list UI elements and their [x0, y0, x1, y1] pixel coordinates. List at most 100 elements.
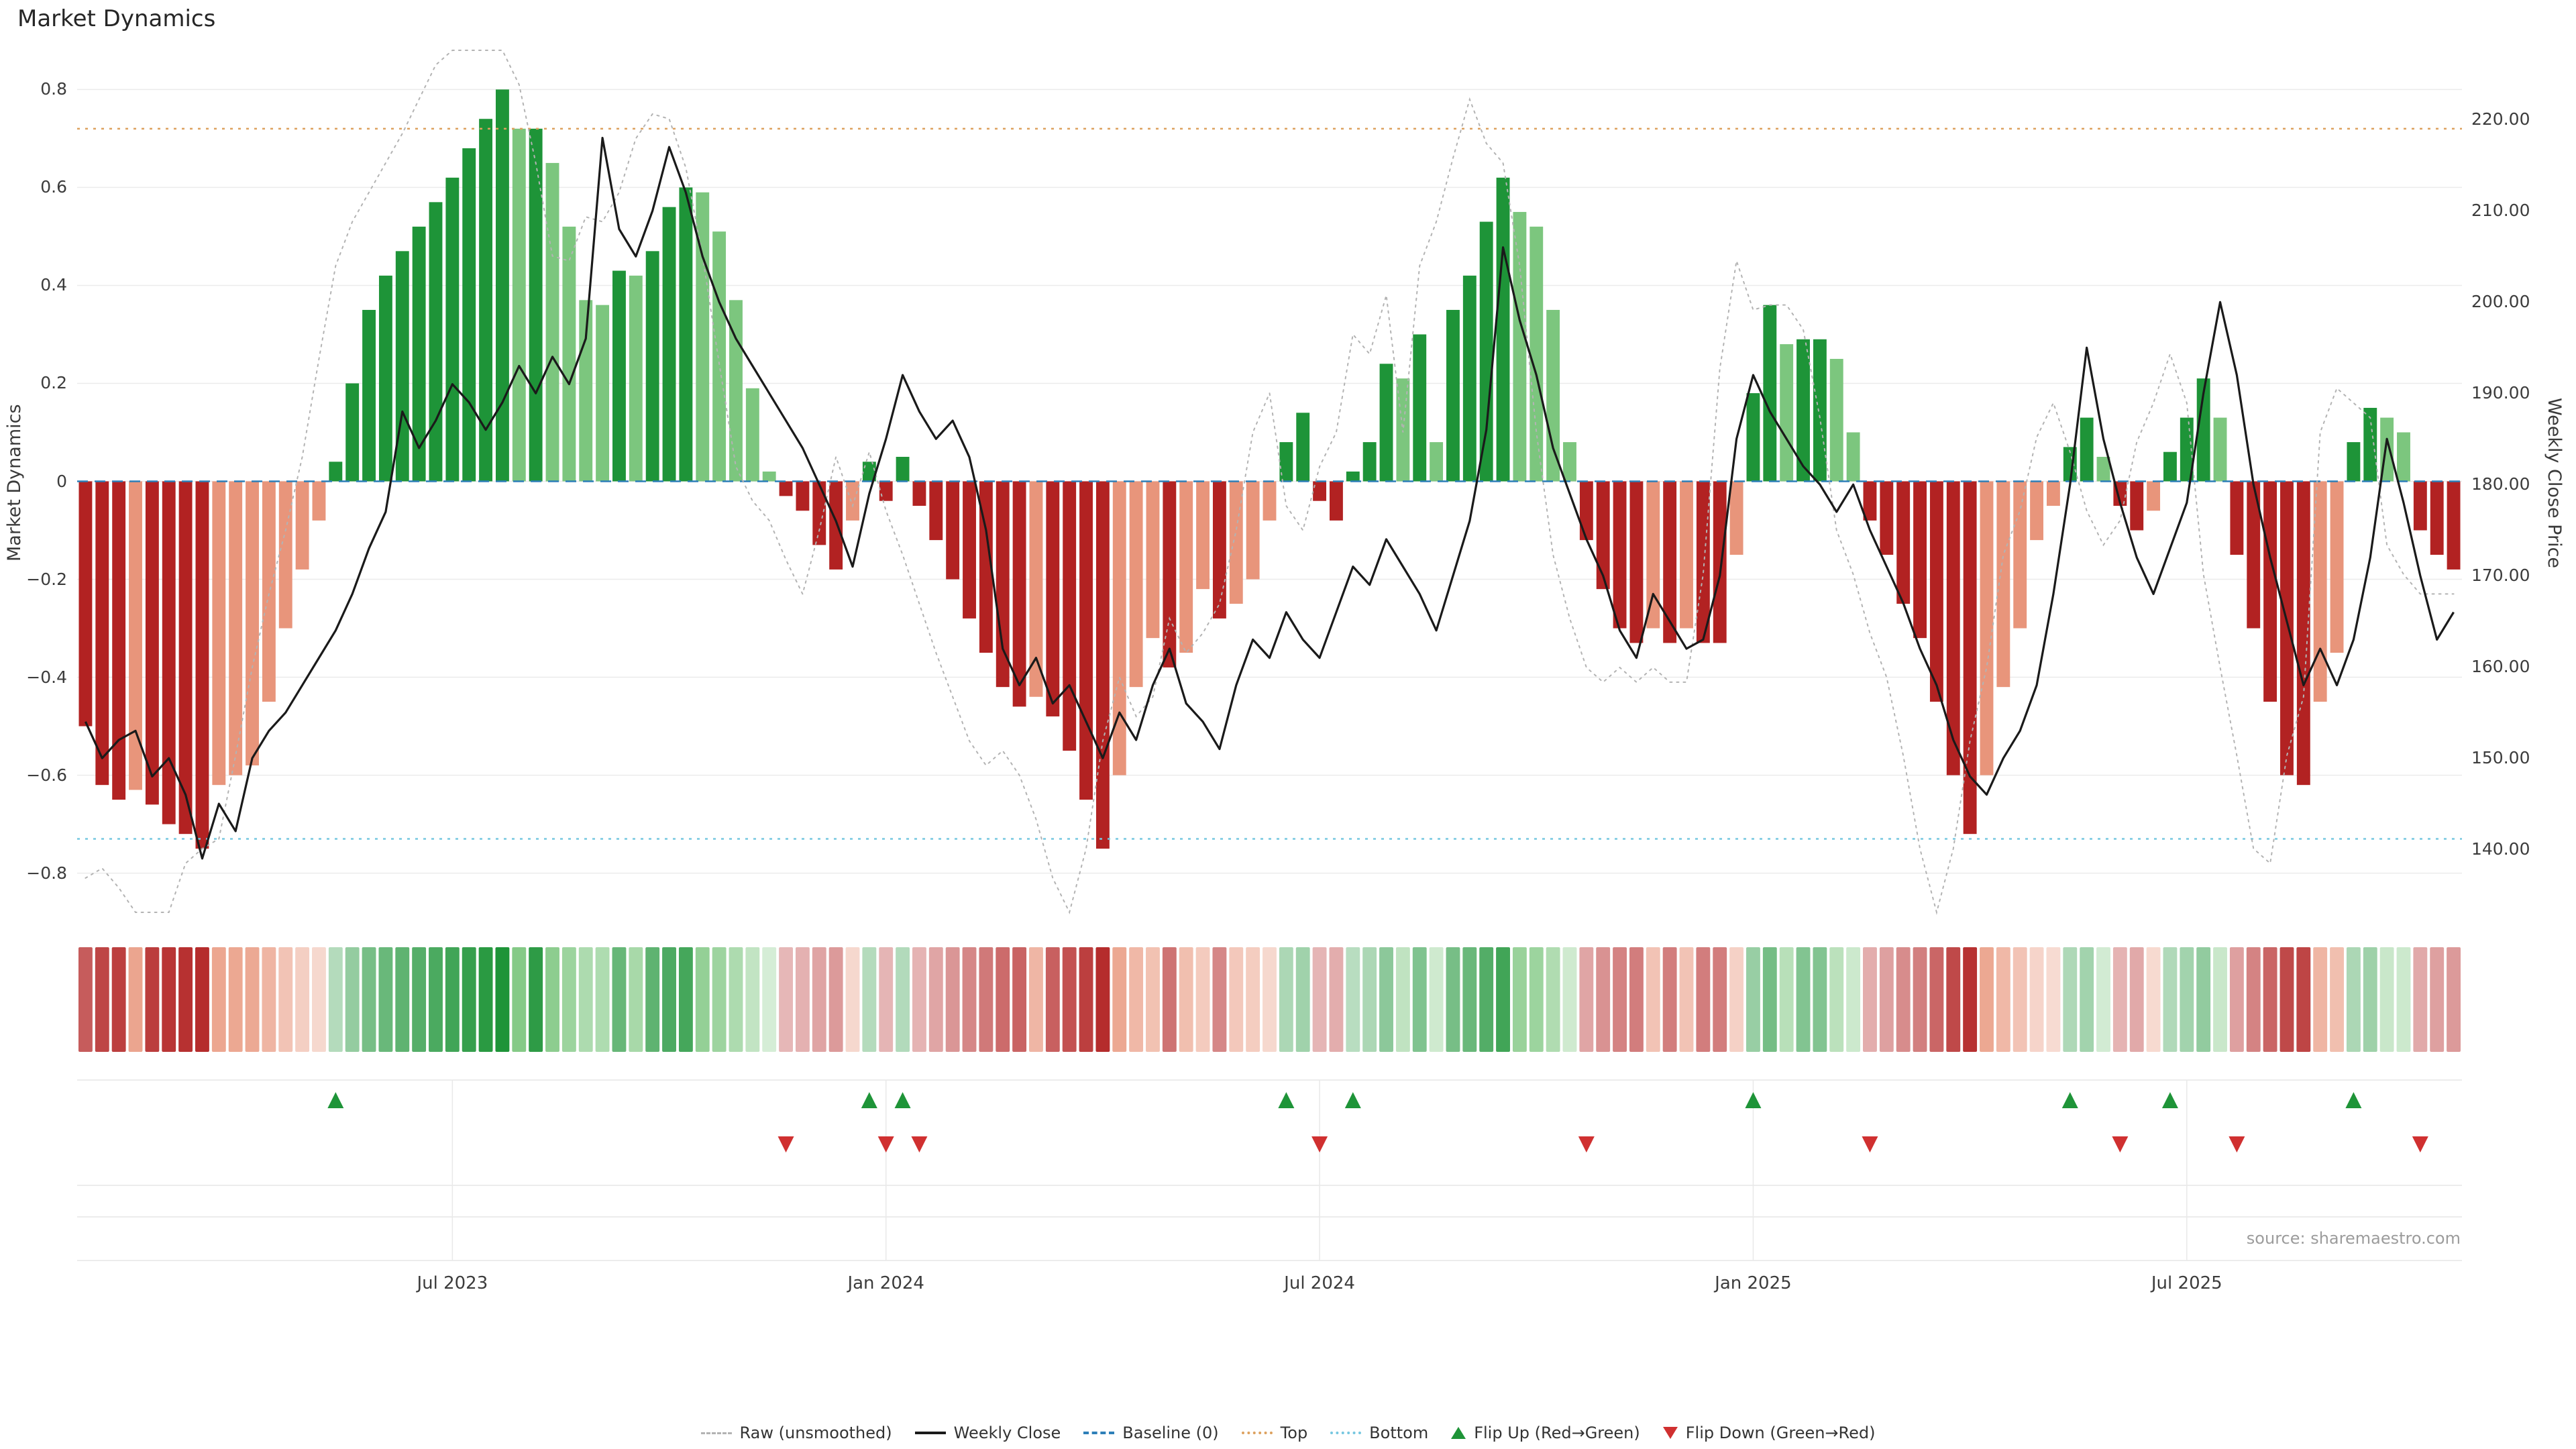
dynamics-bar [2263, 481, 2277, 702]
right-axis-tick-label: 170.00 [2471, 566, 2530, 586]
heatmap-cell [162, 947, 176, 1052]
dynamics-bar [1913, 481, 1927, 639]
heatmap-cell [2112, 947, 2127, 1052]
right-axis-tick-label: 220.00 [2471, 109, 2530, 129]
legend-item-flip-up: Flip Up (Red→Green) [1451, 1424, 1640, 1442]
dynamics-bar [295, 481, 309, 570]
dynamics-bar [1696, 481, 1710, 643]
heatmap-cell [2296, 947, 2311, 1052]
dynamics-bar [462, 148, 476, 482]
dynamics-bar [2130, 481, 2144, 531]
heatmap-cell [945, 947, 960, 1052]
heatmap-cell [1813, 947, 1827, 1052]
left-axis-tick-label: −0.2 [26, 569, 67, 589]
heatmap-cell [2196, 947, 2211, 1052]
dynamics-bar [1813, 339, 1827, 482]
heatmap-cell [1946, 947, 1961, 1052]
dynamics-bar [1396, 378, 1410, 482]
dynamics-bar [662, 207, 676, 482]
raw-line-sample-icon [700, 1432, 732, 1434]
heatmap-cell [1045, 947, 1060, 1052]
heatmap-cell [1246, 947, 1260, 1052]
heatmap-cell [111, 947, 126, 1052]
heatmap-cell [1762, 947, 1777, 1052]
dynamics-bar [979, 481, 993, 653]
dynamics-bar [1129, 481, 1143, 688]
dynamics-bar [846, 481, 859, 521]
dynamics-bar [796, 481, 810, 511]
dynamics-bar [879, 481, 893, 501]
dynamics-bar [278, 481, 292, 629]
heatmap-cell [1896, 947, 1911, 1052]
flip-down-markers [777, 1136, 2428, 1152]
legend-label-close: Weekly Close [953, 1424, 1061, 1442]
heatmap-cell [996, 947, 1010, 1052]
dynamics-bar [2296, 481, 2310, 786]
heatmap-cell [1512, 947, 1527, 1052]
page-title: Market Dynamics [17, 5, 216, 32]
heatmap-cell [662, 947, 676, 1052]
left-axis-tick-label: 0.2 [40, 373, 67, 393]
dynamics-bar [762, 471, 776, 482]
dynamics-bar [1296, 413, 1310, 482]
flip-down-marker-icon [1862, 1136, 1878, 1152]
heatmap-cell [1162, 947, 1177, 1052]
dynamics-bar [1980, 481, 1994, 775]
dynamics-bar [262, 481, 276, 702]
dynamics-bar [1430, 442, 1444, 482]
dynamics-bar [1263, 481, 1277, 521]
dynamics-bar [1046, 481, 1060, 716]
heatmap-cell [1129, 947, 1144, 1052]
left-axis-tick-label: −0.6 [26, 765, 67, 785]
dynamics-bar [545, 162, 559, 482]
dynamics-bar [78, 481, 93, 727]
dynamics-bar [2196, 378, 2210, 482]
heatmap-cell [879, 947, 894, 1052]
dynamics-bar [1112, 481, 1126, 775]
heatmap-cell [295, 947, 310, 1052]
dynamics-bar [212, 481, 226, 786]
dynamics-bar [1246, 481, 1260, 580]
right-axis-tick-label: 190.00 [2471, 383, 2530, 403]
dynamics-bar [2363, 407, 2377, 482]
dynamics-bar [129, 481, 142, 790]
heatmap-cell [678, 947, 693, 1052]
dynamics-bar [1629, 481, 1644, 643]
dynamics-bar [2013, 481, 2027, 629]
heatmap-cell [1379, 947, 1393, 1052]
left-axis-tick-label: 0.6 [40, 177, 67, 197]
dynamics-bar [1963, 481, 1977, 835]
dynamics-bar [512, 128, 526, 482]
dynamics-bar [1780, 344, 1794, 482]
heatmap-cell [1146, 947, 1160, 1052]
heatmap-cell [2180, 947, 2194, 1052]
dynamics-bar [1446, 309, 1460, 482]
dynamics-bar [1646, 481, 1660, 629]
heatmap-cell [262, 947, 276, 1052]
dynamics-bar [2163, 451, 2177, 482]
heatmap-cell [979, 947, 994, 1052]
chart-legend: Raw (unsmoothed) Weekly Close Baseline (… [0, 1424, 2576, 1442]
dynamics-bar [329, 462, 343, 482]
heatmap-cell [1596, 947, 1611, 1052]
dynamics-bar [1146, 481, 1160, 639]
legend-item-raw: Raw (unsmoothed) [700, 1424, 892, 1442]
heatmap-cell [395, 947, 410, 1052]
right-axis-tick-label: 200.00 [2471, 292, 2530, 312]
dynamics-bar [946, 481, 960, 580]
legend-label-bottom: Bottom [1369, 1424, 1429, 1442]
heatmap-cell [1346, 947, 1360, 1052]
flip-up-markers [327, 1092, 2362, 1108]
heatmap-cell [1863, 947, 1877, 1052]
flip-up-marker-icon [2161, 1092, 2178, 1108]
dynamics-bar [2147, 481, 2161, 511]
right-axis-title: Weekly Close Price [2544, 397, 2565, 569]
dynamics-bar [2030, 481, 2044, 541]
dynamics-bar [1896, 481, 1911, 604]
dynamics-bar [345, 383, 360, 482]
dynamics-bar [1095, 481, 1110, 849]
dynamics-bar [246, 481, 259, 765]
dynamics-bar [2413, 481, 2427, 531]
heatmap-cell [429, 947, 443, 1052]
